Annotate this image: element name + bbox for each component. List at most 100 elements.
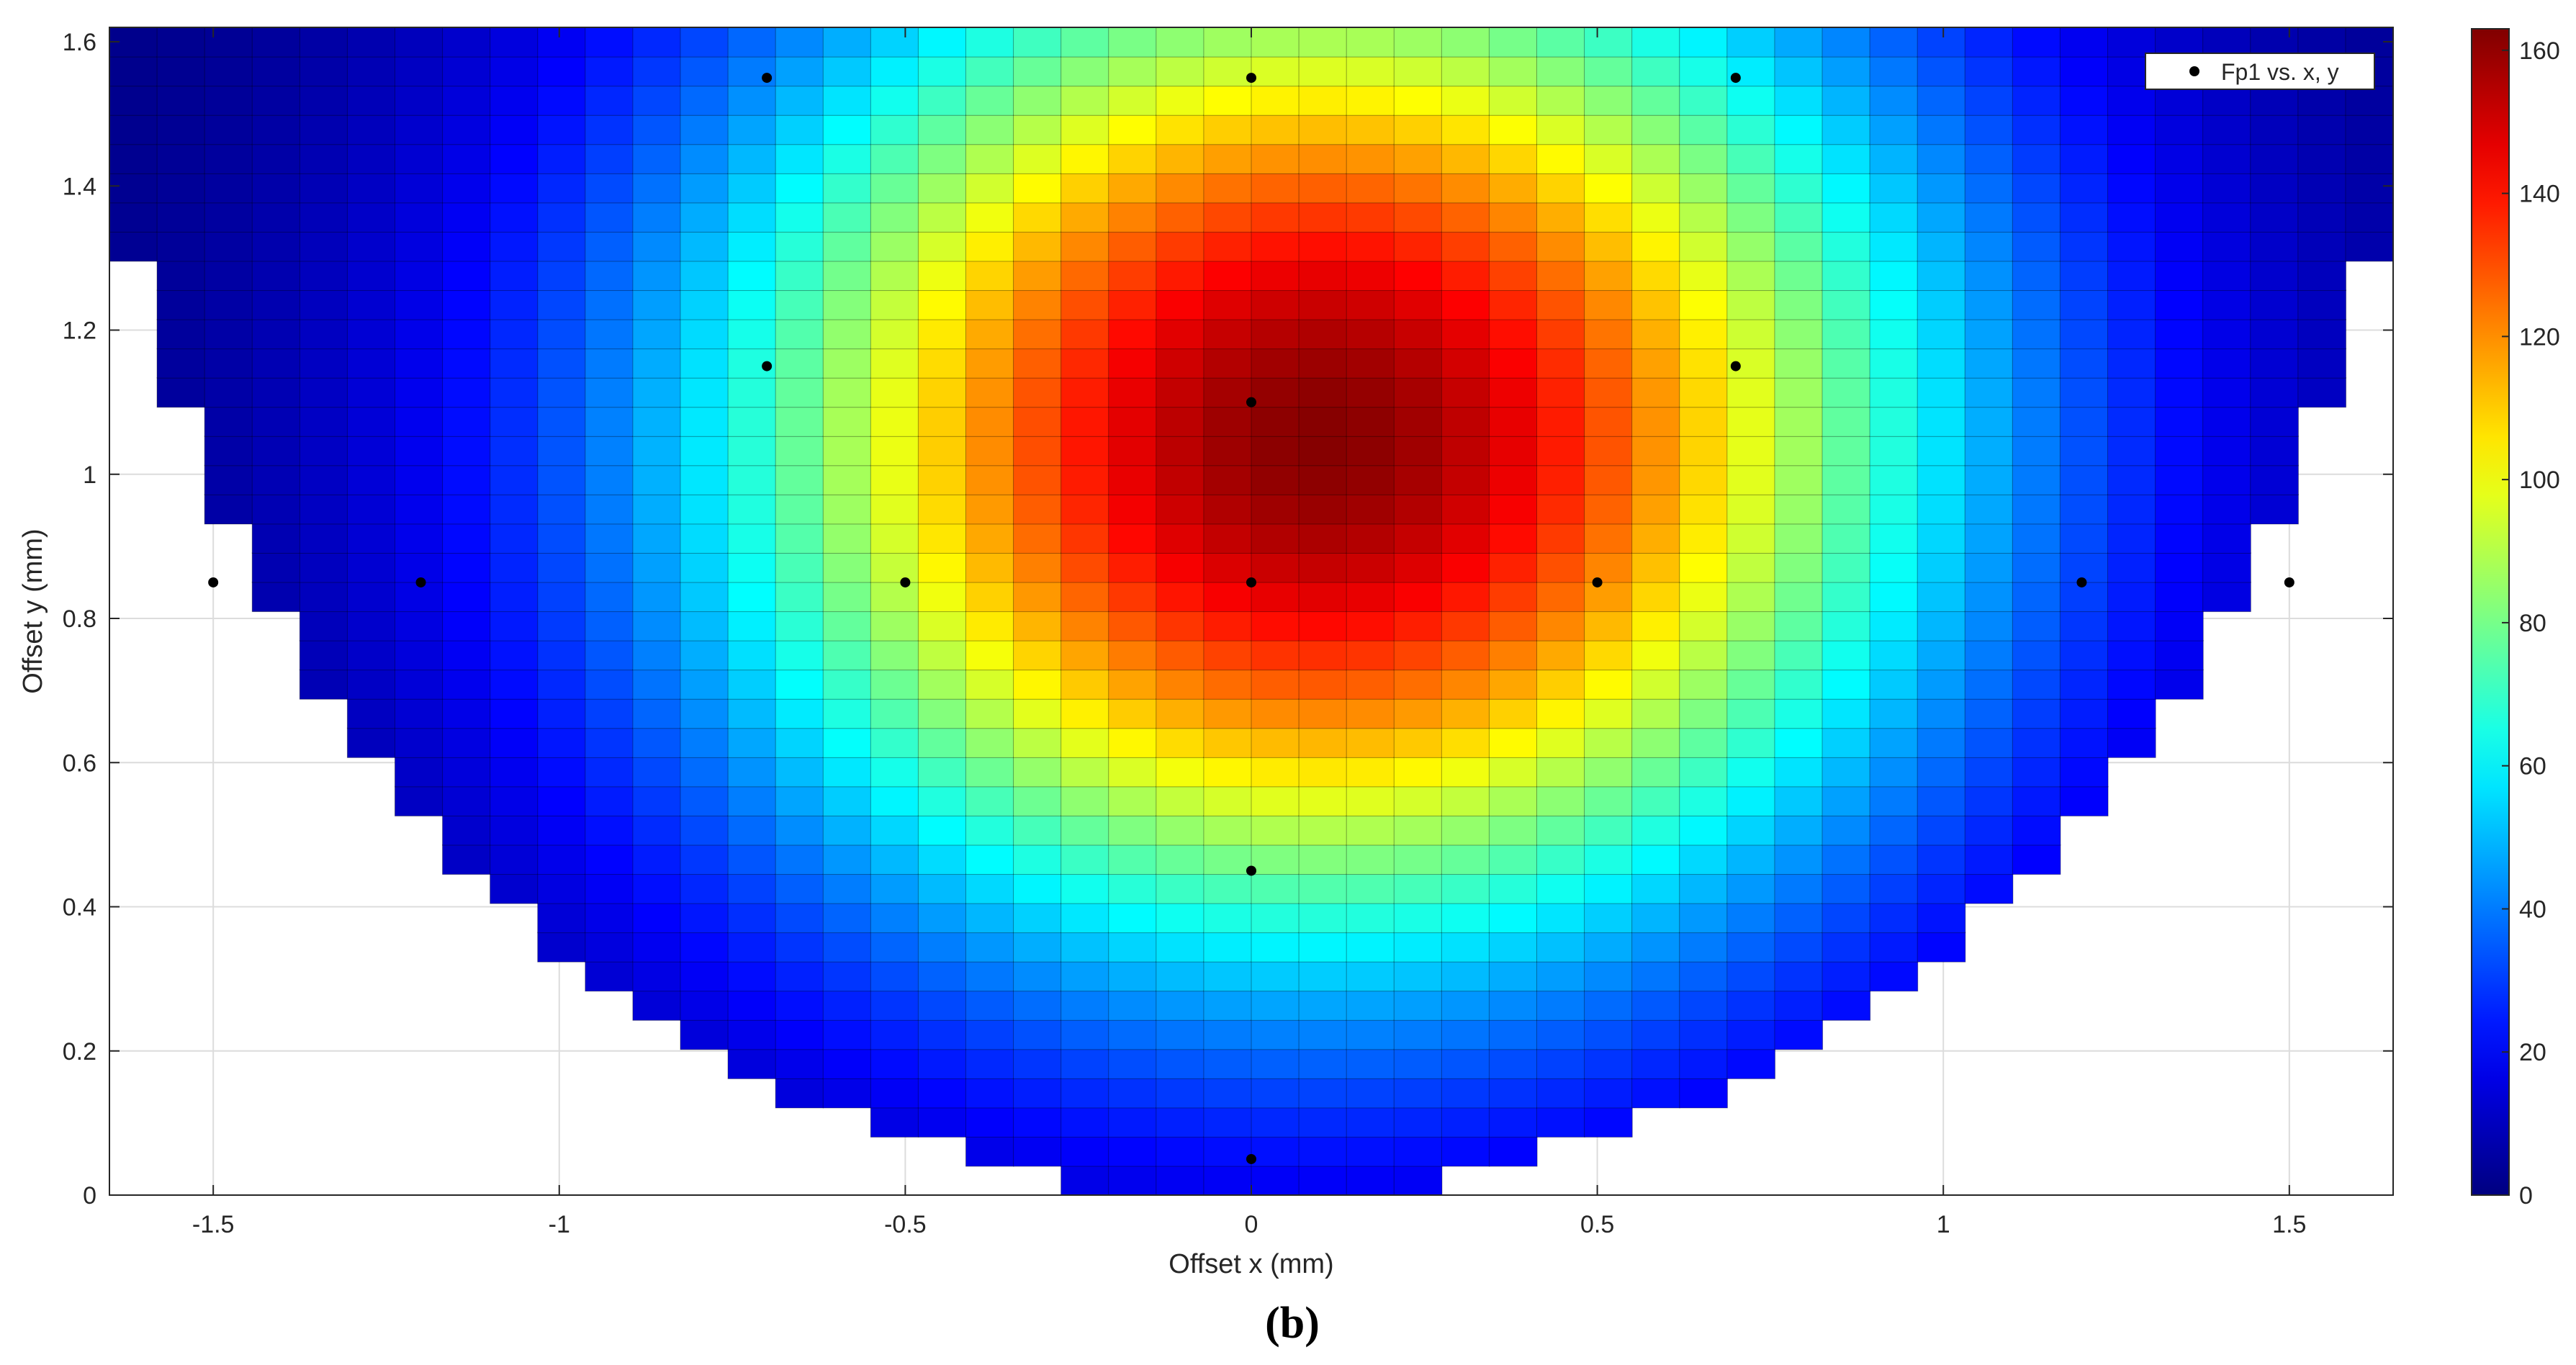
heatmap-cell: [1774, 436, 1824, 467]
heatmap-cell: [1203, 990, 1253, 1021]
heatmap-cell: [1869, 464, 1919, 495]
heatmap-cell: [1774, 406, 1824, 437]
y-tick-label: 1.2: [63, 317, 96, 345]
heatmap-cell: [1774, 640, 1824, 671]
heatmap-cell: [299, 436, 348, 467]
heatmap-cell: [1108, 1019, 1157, 1050]
heatmap-cell: [346, 27, 396, 58]
heatmap-cell: [727, 289, 777, 320]
heatmap-cell: [1346, 289, 1395, 320]
heatmap-cell: [1869, 523, 1919, 554]
heatmap-cell: [2155, 377, 2204, 408]
heatmap-cell: [870, 231, 919, 262]
heatmap-cell: [537, 932, 586, 963]
heatmap-cell: [2012, 436, 2061, 467]
heatmap-cell: [1726, 727, 1776, 758]
heatmap-cell: [490, 552, 539, 583]
heatmap-cell: [1156, 173, 1205, 204]
heatmap-cell: [1917, 903, 1966, 934]
heatmap-cell: [965, 231, 1014, 262]
data-point: [900, 577, 911, 587]
heatmap-cell: [680, 260, 729, 292]
data-point: [1246, 1153, 1256, 1164]
heatmap-cell: [251, 494, 301, 525]
heatmap-cell: [1060, 202, 1109, 233]
heatmap-cell: [1156, 464, 1205, 495]
heatmap-cell: [2202, 581, 2251, 613]
heatmap-cell: [1013, 1107, 1062, 1138]
heatmap-cell: [2202, 464, 2251, 495]
heatmap-cell: [1584, 114, 1633, 145]
heatmap-cell: [1964, 844, 2014, 875]
heatmap-cell: [1441, 552, 1490, 583]
heatmap-cell: [442, 319, 491, 350]
heatmap-cell: [822, 1078, 872, 1109]
heatmap-cell: [1441, 669, 1490, 700]
heatmap-cell: [490, 85, 539, 116]
y-tick-label: 0.4: [63, 894, 96, 922]
heatmap-cell: [1251, 581, 1300, 613]
heatmap-cell: [870, 1019, 919, 1050]
heatmap-cell: [2012, 114, 2061, 145]
heatmap-cell: [1631, 581, 1680, 613]
heatmap-cell: [2155, 173, 2204, 204]
heatmap-cell: [1488, 464, 1538, 495]
heatmap-cell: [1251, 903, 1300, 934]
heatmap-cell: [1013, 903, 1062, 934]
heatmap-cell: [870, 611, 919, 641]
heatmap-cell: [1631, 961, 1680, 992]
heatmap-cell: [917, 727, 967, 758]
heatmap-cell: [204, 114, 253, 145]
heatmap-cell: [1917, 757, 1966, 788]
heatmap-cell: [1251, 260, 1300, 292]
heatmap-cell: [2202, 202, 2251, 233]
heatmap-cell: [632, 289, 682, 320]
heatmap-cell: [775, 377, 824, 408]
heatmap-cell: [680, 932, 729, 963]
heatmap-cell: [490, 27, 539, 58]
heatmap-cell: [1488, 143, 1538, 174]
heatmap-cell: [1821, 552, 1871, 583]
heatmap-cell: [1013, 961, 1062, 992]
heatmap-cell: [1726, 961, 1776, 992]
heatmap-cell: [1108, 552, 1157, 583]
heatmap-cell: [727, 406, 777, 437]
heatmap-cell: [1584, 27, 1633, 58]
heatmap-cell: [1964, 611, 2014, 641]
heatmap-cell: [1393, 1019, 1443, 1050]
heatmap-cell: [1013, 611, 1062, 641]
heatmap-cell: [1964, 348, 2014, 379]
heatmap-cell: [109, 173, 158, 204]
legend-box: [2145, 53, 2375, 90]
heatmap-cell: [2297, 173, 2347, 204]
heatmap-cell: [1441, 873, 1490, 904]
heatmap-cell: [1726, 406, 1776, 437]
heatmap-cell: [1108, 844, 1157, 875]
heatmap-cell: [395, 640, 443, 671]
heatmap-cell: [1013, 523, 1062, 554]
heatmap-cell: [1013, 698, 1062, 729]
heatmap-cell: [1488, 581, 1538, 613]
heatmap-cell: [1203, 903, 1253, 934]
heatmap-cell: [1869, 56, 1919, 87]
heatmap-cell: [1251, 611, 1300, 641]
heatmap-cell: [251, 143, 301, 174]
heatmap-cell: [1346, 348, 1395, 379]
heatmap-cell: [1488, 727, 1538, 758]
heatmap-cell: [2012, 85, 2061, 116]
heatmap-cell: [395, 260, 443, 292]
heatmap-cell: [1346, 1019, 1395, 1050]
heatmap-cell: [1869, 289, 1919, 320]
heatmap-cell: [1298, 932, 1348, 963]
heatmap-cell: [965, 873, 1014, 904]
heatmap-cell: [775, 785, 824, 816]
heatmap-cell: [1726, 436, 1776, 467]
heatmap-cell: [1536, 406, 1585, 437]
heatmap-cell: [2297, 143, 2347, 174]
heatmap-cell: [1346, 669, 1395, 700]
heatmap-cell: [395, 377, 443, 408]
heatmap-cell: [2202, 552, 2251, 583]
data-point: [762, 73, 773, 84]
heatmap-cell: [775, 348, 824, 379]
heatmap-cell: [346, 114, 396, 145]
